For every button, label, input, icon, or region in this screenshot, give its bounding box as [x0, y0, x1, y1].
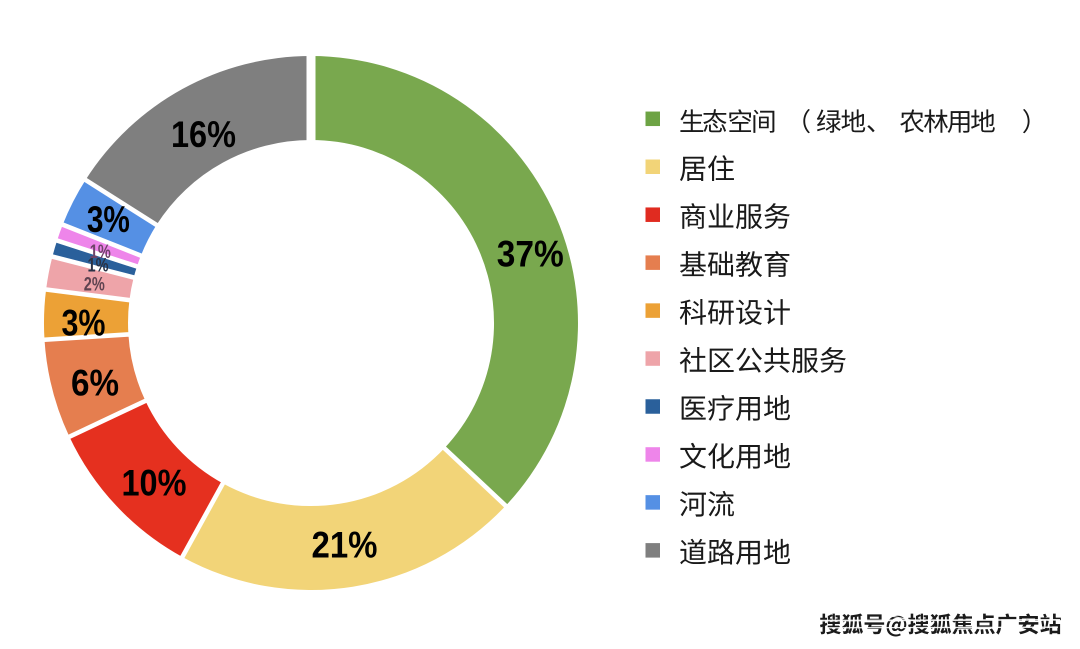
svg-text:1%: 1% — [90, 242, 111, 263]
svg-text:1%: 1% — [88, 255, 109, 276]
svg-text:37%: 37% — [497, 234, 564, 275]
svg-text:16%: 16% — [171, 114, 236, 155]
svg-text:2%: 2% — [84, 275, 105, 296]
svg-text:6%: 6% — [71, 363, 119, 404]
svg-text:21%: 21% — [312, 524, 378, 565]
svg-text:10%: 10% — [122, 463, 187, 504]
svg-text:3%: 3% — [87, 199, 130, 240]
svg-text:3%: 3% — [62, 303, 106, 344]
